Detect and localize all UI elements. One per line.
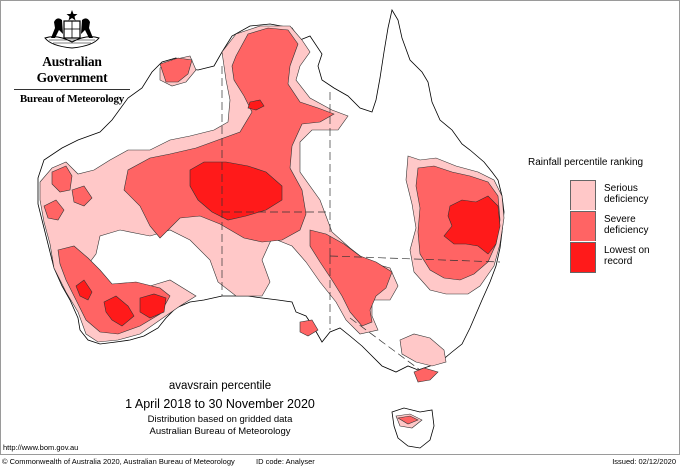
legend-label: Serious deficiency: [604, 183, 649, 205]
legend-swatch: [570, 211, 596, 241]
footer: © Commonwealth of Australia 2020, Austra…: [0, 456, 680, 467]
legend-label: Severe deficiency: [604, 214, 649, 236]
issued-date: Issued: 02/12/2020: [612, 457, 676, 466]
lowest-on-record-areas: [75, 99, 501, 327]
map-variable: avavsrain percentile: [168, 380, 272, 392]
legend-item-severe: Severe deficiency: [570, 211, 664, 242]
legend-title: Rainfall percentile ranking: [528, 157, 644, 168]
bom-website-link[interactable]: http://www.bom.gov.au: [3, 443, 79, 452]
legend-swatch: [570, 242, 596, 273]
legend-swatch: [570, 180, 596, 210]
id-code: ID code: Analyser: [256, 457, 315, 466]
legend: Serious deficiency Severe deficiency Low…: [570, 180, 664, 273]
bom-logo: Australian Government Bureau of Meteorol…: [10, 8, 134, 105]
copyright-text: © Commonwealth of Australia 2020, Austra…: [2, 457, 235, 466]
map-method: Distribution based on gridded data: [147, 414, 293, 425]
map-source: Australian Bureau of Meteorology: [149, 426, 291, 437]
tasmania-outline: [391, 407, 435, 449]
map-period: 1 April 2018 to 30 November 2020: [125, 397, 315, 411]
legend-item-lowest: Lowest on record: [570, 242, 664, 273]
legend-label: Lowest on record: [604, 245, 650, 267]
state-borders: [221, 66, 501, 371]
logo-divider: [14, 89, 130, 90]
commonwealth-coat-of-arms-icon: [44, 10, 100, 49]
legend-item-serious: Serious deficiency: [570, 180, 664, 211]
government-title: Australian Government: [36, 54, 108, 85]
agency-title: Bureau of Meteorology: [19, 93, 125, 105]
